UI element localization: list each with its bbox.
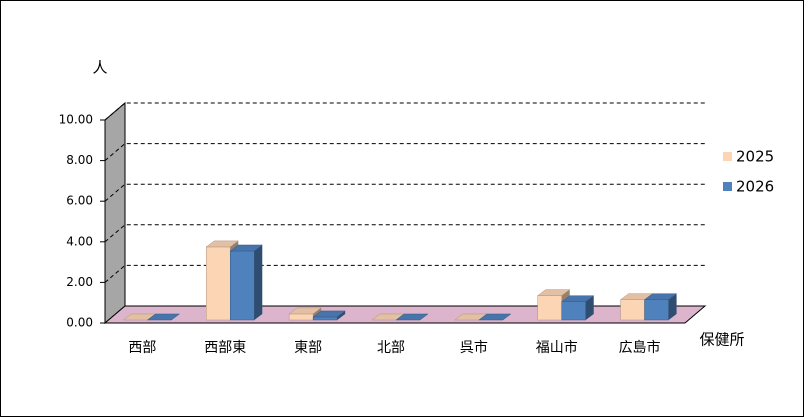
grid-line [104, 143, 705, 161]
y-tick-label: 10.00 [59, 113, 93, 127]
x-tick-label: 東部 [294, 340, 322, 356]
bar-side [668, 293, 677, 320]
legend-label: 2025 [736, 148, 774, 166]
bar-side [254, 244, 263, 320]
x-tick-label: 福山市 [536, 339, 578, 356]
legend-swatch [723, 182, 732, 191]
x-tick-label: 西部 [128, 340, 156, 356]
bar [288, 313, 314, 321]
side-wall [104, 101, 126, 325]
legend-swatch [723, 152, 732, 161]
y-tick-label: 8.00 [66, 153, 93, 167]
bar [537, 295, 562, 321]
y-axis-label: 人 [92, 59, 107, 77]
bar [561, 301, 586, 321]
y-tick-label: 0.00 [66, 316, 93, 330]
x-tick-label: 西部東 [204, 340, 246, 356]
bar [312, 316, 338, 321]
x-tick-label: 北部 [377, 340, 405, 356]
grid-line [104, 264, 705, 283]
y-tick-label: 4.00 [66, 234, 93, 248]
bar-side [337, 310, 346, 320]
bar [620, 299, 645, 321]
bar [230, 250, 255, 321]
x-axis-label: 保健所 [699, 331, 744, 349]
x-tick-label: 広島市 [619, 339, 661, 356]
grid-line [104, 102, 705, 121]
y-tick-label: 6.00 [66, 194, 93, 208]
grid-line [104, 224, 705, 243]
bar [644, 299, 669, 321]
y-tick-label: 2.00 [66, 275, 93, 289]
bar-side [585, 295, 594, 320]
legend-label: 2026 [736, 178, 774, 196]
bar [206, 246, 231, 321]
grid-line [104, 183, 705, 202]
x-tick-label: 呉市 [460, 339, 488, 356]
